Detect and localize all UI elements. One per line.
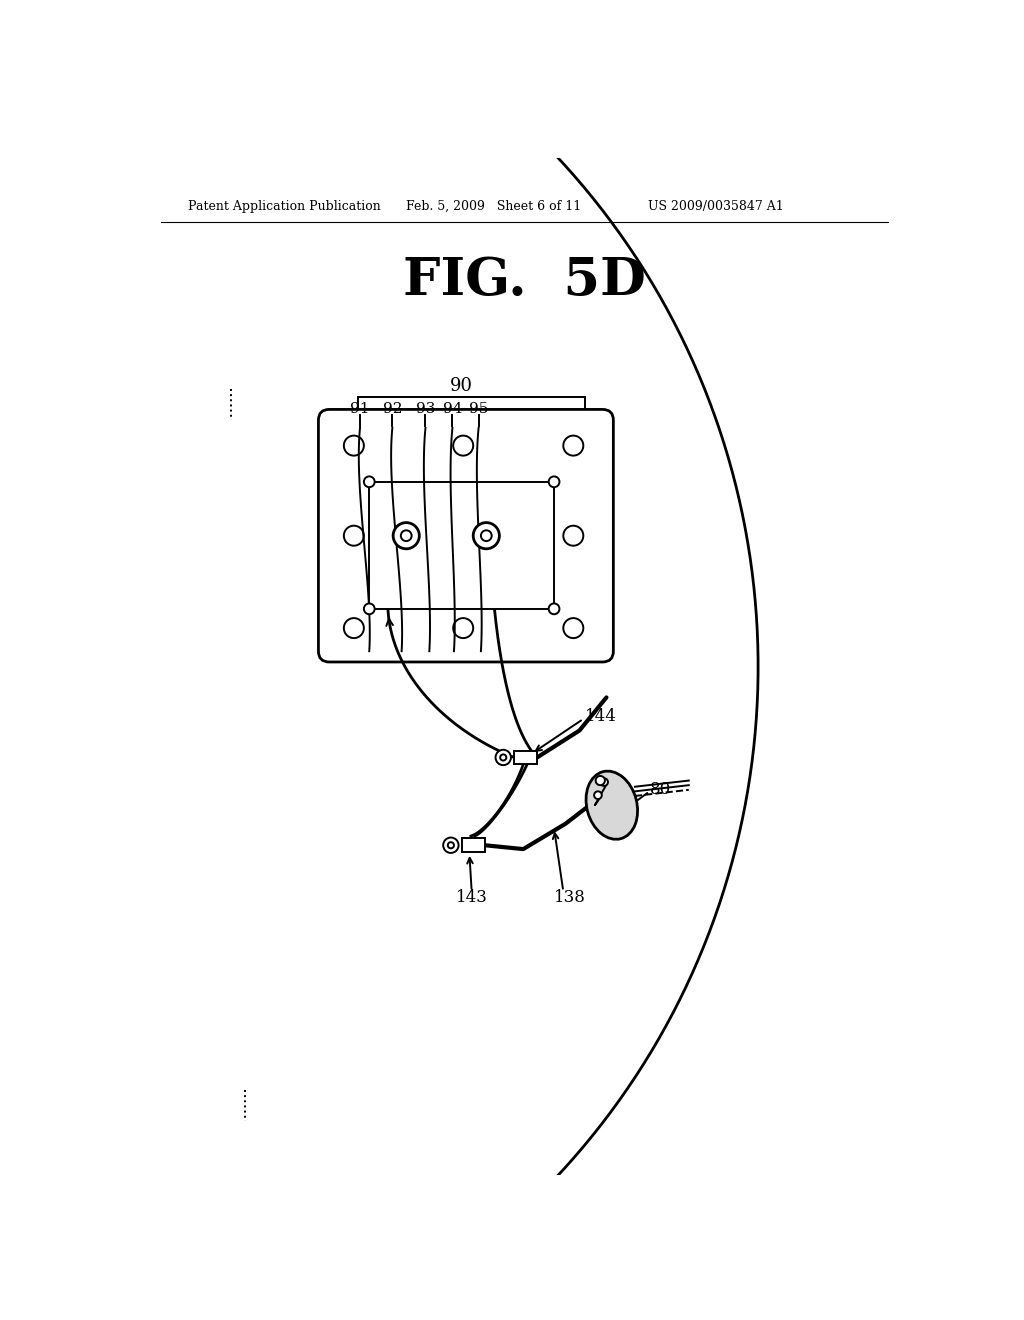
Circle shape xyxy=(549,477,559,487)
Text: Feb. 5, 2009   Sheet 6 of 11: Feb. 5, 2009 Sheet 6 of 11 xyxy=(407,199,582,213)
Circle shape xyxy=(563,525,584,545)
Circle shape xyxy=(563,618,584,638)
Text: 94: 94 xyxy=(442,401,462,416)
Circle shape xyxy=(344,525,364,545)
Text: US 2009/0035847 A1: US 2009/0035847 A1 xyxy=(648,199,783,213)
Circle shape xyxy=(447,842,454,849)
Text: 80: 80 xyxy=(650,781,672,799)
Circle shape xyxy=(400,531,412,541)
Text: 95: 95 xyxy=(469,401,488,416)
Circle shape xyxy=(549,603,559,614)
Text: 93: 93 xyxy=(416,401,435,416)
Circle shape xyxy=(500,755,506,760)
FancyBboxPatch shape xyxy=(318,409,613,663)
Circle shape xyxy=(473,523,500,549)
Ellipse shape xyxy=(586,771,638,840)
Text: 143: 143 xyxy=(456,890,487,906)
Circle shape xyxy=(600,779,608,785)
Circle shape xyxy=(454,618,473,638)
Circle shape xyxy=(443,838,459,853)
Circle shape xyxy=(393,523,419,549)
Circle shape xyxy=(596,776,605,785)
Circle shape xyxy=(344,618,364,638)
Circle shape xyxy=(344,436,364,455)
Text: 90: 90 xyxy=(451,376,473,395)
Circle shape xyxy=(364,477,375,487)
Circle shape xyxy=(496,750,511,766)
Text: FIG.  5D: FIG. 5D xyxy=(403,255,646,305)
Bar xyxy=(370,482,554,609)
Circle shape xyxy=(364,603,375,614)
Circle shape xyxy=(563,436,584,455)
Text: 91: 91 xyxy=(350,401,370,416)
Circle shape xyxy=(454,436,473,455)
Bar xyxy=(462,838,484,853)
Circle shape xyxy=(481,531,492,541)
Bar xyxy=(514,751,538,764)
Text: 144: 144 xyxy=(585,708,616,725)
Text: 92: 92 xyxy=(383,401,402,416)
Text: Patent Application Publication: Patent Application Publication xyxy=(188,199,381,213)
Circle shape xyxy=(594,792,602,799)
Text: 138: 138 xyxy=(554,890,586,906)
